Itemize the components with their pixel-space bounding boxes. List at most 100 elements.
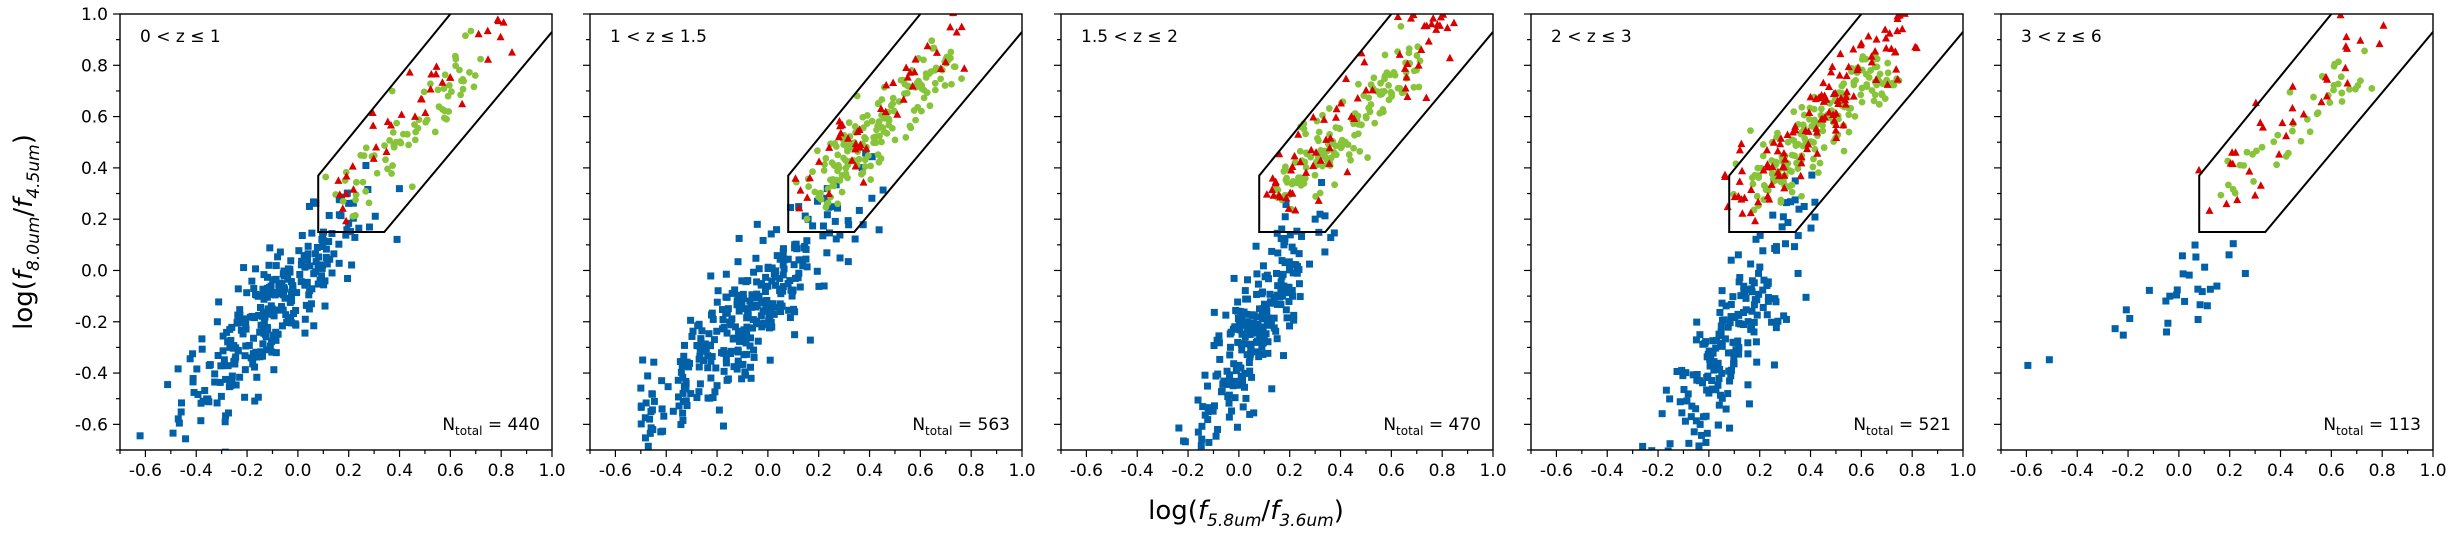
red-triangle-point xyxy=(1780,183,1789,192)
blue-square-point xyxy=(735,234,743,242)
blue-square-point xyxy=(832,235,840,243)
panel-redshift-label: 1 < z ≤ 1.5 xyxy=(610,27,707,47)
green-circle-point xyxy=(1819,121,1826,129)
blue-square-point xyxy=(1282,306,1290,314)
red-triangle-point xyxy=(1403,59,1412,68)
blue-square-point xyxy=(1752,235,1760,243)
blue-square-point xyxy=(1290,311,1298,319)
blue-square-point xyxy=(639,356,647,364)
blue-square-point xyxy=(231,355,239,363)
blue-square-point xyxy=(355,224,363,232)
blue-square-point xyxy=(257,304,265,312)
green-circle-point xyxy=(889,94,897,102)
blue-square-point xyxy=(1277,278,1285,286)
blue-square-point xyxy=(1175,424,1183,432)
blue-square-point xyxy=(273,306,281,314)
x-tick-label: 1.0 xyxy=(2419,461,2446,481)
blue-square-point xyxy=(219,332,227,340)
blue-square-point xyxy=(1696,331,1704,339)
blue-square-point xyxy=(791,244,799,252)
blue-square-point xyxy=(1230,274,1238,282)
blue-square-point xyxy=(752,254,760,262)
green-circle-point xyxy=(1819,127,1827,135)
blue-square-point xyxy=(270,366,278,374)
blue-square-point xyxy=(784,255,792,263)
red-triangle-point xyxy=(1836,49,1845,58)
blue-square-point xyxy=(1702,412,1710,420)
green-circle-point xyxy=(2361,47,2368,55)
blue-square-point xyxy=(1194,428,1202,436)
blue-square-point xyxy=(301,315,309,323)
blue-square-point xyxy=(1709,337,1717,345)
x-tick-label: 0.4 xyxy=(1797,461,1824,481)
red-triangle-point xyxy=(2256,181,2265,189)
blue-square-point xyxy=(680,383,688,391)
blue-square-point xyxy=(688,332,696,340)
red-triangle-point xyxy=(1778,162,1787,171)
x-tick-label: -0.4 xyxy=(180,461,213,481)
green-circle-point xyxy=(855,155,863,163)
blue-square-point xyxy=(875,226,883,234)
green-circle-point xyxy=(1816,159,1824,167)
green-circle-point xyxy=(918,85,926,93)
blue-square-point xyxy=(1197,442,1205,450)
blue-square-point xyxy=(708,311,716,319)
blue-square-point xyxy=(718,306,726,314)
blue-square-point xyxy=(1244,276,1252,284)
blue-square-point xyxy=(228,377,236,385)
green-circle-point xyxy=(1798,103,1806,111)
red-triangle-point xyxy=(936,64,945,73)
red-triangle-point xyxy=(1817,91,1826,99)
blue-square-point xyxy=(239,330,247,338)
red-triangle-point xyxy=(1827,67,1836,76)
blue-square-point xyxy=(742,339,750,347)
blue-square-point xyxy=(1778,223,1786,231)
red-triangle-point xyxy=(1864,32,1873,40)
green-circle-point xyxy=(365,199,373,207)
blue-square-point xyxy=(351,233,359,241)
red-triangle-point xyxy=(1309,161,1318,170)
blue-square-point xyxy=(1755,269,1763,277)
blue-square-point xyxy=(1808,171,1816,179)
green-circle-point xyxy=(382,156,389,164)
blue-square-point xyxy=(646,415,654,423)
blue-square-point xyxy=(743,314,751,322)
green-circle-point xyxy=(1878,90,1886,98)
blue-square-point xyxy=(695,342,703,350)
blue-square-point xyxy=(283,318,291,326)
blue-square-point xyxy=(1255,353,1263,361)
blue-square-point xyxy=(217,392,225,400)
blue-square-point xyxy=(696,355,704,363)
blue-square-point xyxy=(809,222,817,230)
green-circle-point xyxy=(1318,162,1326,170)
blue-square-point xyxy=(269,331,277,339)
blue-square-point xyxy=(1295,266,1303,274)
blue-square-point xyxy=(658,405,666,413)
green-circle-point xyxy=(373,169,381,177)
blue-square-point xyxy=(637,403,645,411)
green-circle-point xyxy=(1862,70,1870,78)
blue-square-point xyxy=(631,465,638,472)
blue-square-point xyxy=(707,357,715,365)
blue-square-point xyxy=(1210,342,1218,350)
green-circle-point xyxy=(384,165,391,173)
x-tick-label: -0.6 xyxy=(129,461,162,481)
green-circle-point xyxy=(1810,155,1817,163)
blue-square-point xyxy=(1290,247,1298,255)
blue-square-point xyxy=(242,320,250,328)
blue-square-point xyxy=(262,333,270,341)
green-circle-point xyxy=(1365,94,1373,102)
blue-square-point xyxy=(1716,308,1724,316)
red-triangle-point xyxy=(1368,85,1377,94)
green-circle-point xyxy=(2357,77,2364,85)
red-triangle-point xyxy=(2341,63,2350,72)
x-tick-label: -0.6 xyxy=(2010,461,2043,481)
x-tick-label: -0.2 xyxy=(700,461,733,481)
green-circle-point xyxy=(441,107,449,115)
blue-square-point xyxy=(1747,260,1755,268)
blue-square-point xyxy=(260,271,268,279)
green-circle-point xyxy=(1367,81,1375,89)
blue-square-point xyxy=(779,283,787,291)
blue-square-point xyxy=(1216,355,1224,363)
red-triangle-point xyxy=(1780,171,1789,179)
